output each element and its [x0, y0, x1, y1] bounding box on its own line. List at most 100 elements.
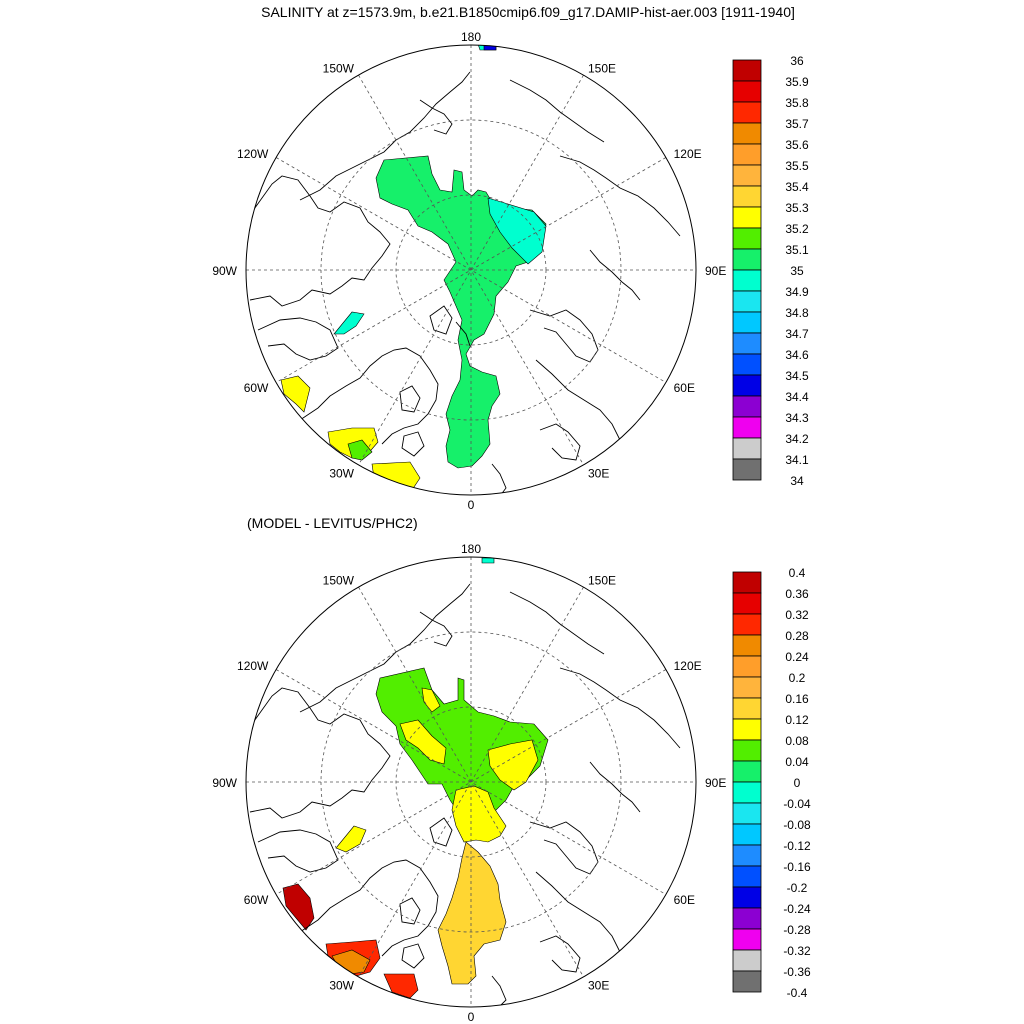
top-lon-label: 150W	[323, 61, 355, 75]
top-colorbar-label: 34.1	[785, 453, 809, 467]
bottom-colorbar-swatch	[732, 592, 762, 615]
bottom-colorbar-swatch	[732, 655, 762, 678]
top-salinity-35-region	[375, 155, 547, 469]
bottom-lon-label: 30W	[329, 979, 354, 993]
bottom-colorbar-swatch	[732, 718, 762, 741]
bottom-colorbar-label: 0.28	[785, 629, 809, 643]
bottom-diff-012-region-d	[335, 825, 367, 853]
bottom-colorbar-swatch	[732, 760, 762, 783]
top-salinity-353-region-c	[371, 461, 421, 491]
bottom-colorbar-swatch	[732, 802, 762, 825]
top-map-border	[245, 44, 697, 496]
top-colorbar-swatch	[732, 248, 762, 271]
bottom-colorbar-label: 0.32	[785, 608, 809, 622]
bottom-colorbar-label: 0.2	[789, 671, 806, 685]
bottom-colorbar-label: -0.28	[783, 923, 811, 937]
bottom-colorbar-swatch	[732, 928, 762, 951]
top-lon-label: 150E	[588, 61, 616, 75]
top-colorbar-label: 35.5	[785, 159, 809, 173]
bottom-lon-label: 180	[461, 542, 481, 556]
figure-title: SALINITY at z=1573.9m, b.e21.B1850cmip6.…	[261, 4, 795, 20]
bottom-colorbar-label: -0.32	[783, 944, 811, 958]
bottom-colorbar-label: 0.36	[785, 587, 809, 601]
bottom-colorbar-label: -0.16	[783, 860, 811, 874]
top-lon-label: 0	[468, 498, 475, 512]
bottom-colorbar-label: -0.08	[783, 818, 811, 832]
bottom-colorbar-swatch	[732, 781, 762, 804]
top-colorbar-swatch	[732, 206, 762, 229]
top-colorbar-label: 35.8	[785, 96, 809, 110]
bottom-colorbar-label: -0.36	[783, 965, 811, 979]
top-lon-label: 60W	[244, 381, 269, 395]
bottom-colorbar-label: 0.16	[785, 692, 809, 706]
bottom-colorbar-label: 0.4	[789, 566, 806, 580]
top-graticule	[246, 45, 696, 495]
top-colorbar-label: 34.2	[785, 432, 809, 446]
figure-subtitle: (MODEL - LEVITUS/PHC2)	[247, 515, 418, 531]
top-colorbar-label: 35	[790, 264, 804, 278]
bottom-longitude-labels: 180 150E 120E 90E 60E 30E 0 30W 60W 90W 120W 150W	[212, 542, 726, 1024]
top-colorbar-label: 34.7	[785, 327, 809, 341]
top-colorbar-swatch	[732, 395, 762, 418]
top-colorbar-swatch	[732, 59, 762, 82]
bottom-map-border	[245, 556, 697, 1008]
bottom-diff-012-region-c	[451, 785, 507, 843]
top-colorbar-swatch	[732, 458, 762, 481]
top-colorbar-label: 34.4	[785, 390, 809, 404]
top-lon-label: 120E	[674, 147, 702, 161]
top-colorbar-label: 36	[790, 54, 804, 68]
bottom-lon-label: 0	[468, 1010, 475, 1024]
top-colorbar-label: 35.7	[785, 117, 809, 131]
bottom-colorbar-label: 0.08	[785, 734, 809, 748]
top-colorbar-swatch	[732, 290, 762, 313]
bottom-lon-label: 150W	[323, 573, 355, 587]
bottom-colorbar-swatch	[732, 676, 762, 699]
top-colorbar-swatch	[732, 374, 762, 397]
top-colorbar-swatch	[732, 332, 762, 355]
top-colorbar-label: 35.2	[785, 222, 809, 236]
top-map-field	[246, 45, 696, 495]
top-salinity-349-small-region	[333, 311, 365, 335]
top-colorbar-label: 34.5	[785, 369, 809, 383]
top-colorbar-swatch	[732, 143, 762, 166]
top-colorbar-label: 35.6	[785, 138, 809, 152]
bottom-graticule	[246, 557, 696, 1007]
bottom-colorbar-swatch	[732, 865, 762, 888]
top-colorbar-swatch	[732, 185, 762, 208]
top-colorbar-swatch	[732, 437, 762, 460]
bottom-colorbar-label: -0.04	[783, 797, 811, 811]
top-lon-label: 120W	[237, 147, 269, 161]
top-colorbar-label: 34.9	[785, 285, 809, 299]
bottom-colorbar-label: 0.24	[785, 650, 809, 664]
bottom-colorbar-swatch	[732, 571, 762, 594]
top-colorbar-swatch	[732, 311, 762, 334]
top-salinity-349-region	[487, 197, 547, 265]
bottom-diff-neg004-region	[481, 557, 495, 564]
top-lon-label: 180	[461, 30, 481, 44]
bottom-lon-label: 150E	[588, 573, 616, 587]
top-salinity-353-region-a	[280, 375, 311, 413]
top-salinity-351-region	[347, 439, 373, 461]
top-colorbar-label: 35.4	[785, 180, 809, 194]
bottom-lon-label: 60E	[674, 893, 695, 907]
bottom-coastlines	[249, 583, 681, 1007]
top-colorbar-label: 34	[790, 474, 804, 488]
top-colorbar-label: 34.3	[785, 411, 809, 425]
bottom-diff-016-region	[437, 841, 507, 985]
bottom-lon-label: 90E	[705, 776, 726, 790]
top-colorbar-swatch	[732, 164, 762, 187]
bottom-colorbar-label: 0	[794, 776, 801, 790]
bottom-diff-04-region-a	[282, 883, 315, 931]
bottom-colorbar-swatch	[732, 613, 762, 636]
top-colorbar-label: 35.3	[785, 201, 809, 215]
top-lon-label: 30W	[329, 467, 354, 481]
bottom-colorbar-label: -0.12	[783, 839, 811, 853]
bottom-colorbar-label: -0.24	[783, 902, 811, 916]
bottom-colorbar-swatch	[732, 844, 762, 867]
bottom-colorbar-swatch	[732, 907, 762, 930]
top-lon-label: 90W	[212, 264, 237, 278]
top-colorbar-label: 35.9	[785, 75, 809, 89]
top-lon-label: 30E	[588, 467, 609, 481]
bottom-diff-008-region	[375, 667, 549, 841]
